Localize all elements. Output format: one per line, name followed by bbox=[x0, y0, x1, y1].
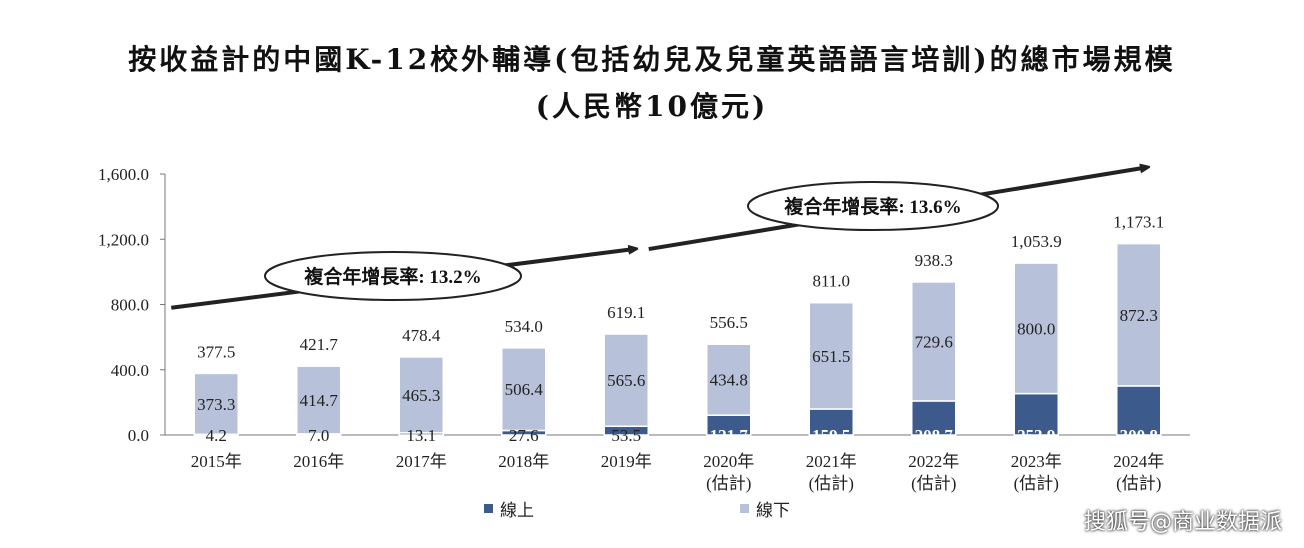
x-tick-label: 2018年 bbox=[498, 452, 549, 471]
y-tick-label: 1,600.0 bbox=[98, 165, 149, 184]
label-offline: 465.3 bbox=[402, 386, 440, 405]
label-total: 619.1 bbox=[607, 303, 645, 322]
x-tick-sublabel: (估計) bbox=[809, 474, 854, 493]
bar-offline bbox=[603, 333, 649, 428]
label-offline: 506.4 bbox=[505, 380, 544, 399]
x-tick-label: 2022年 bbox=[908, 452, 959, 471]
bar-offline bbox=[808, 301, 854, 410]
cagr-ellipse-2 bbox=[747, 181, 999, 231]
label-online: 53.5 bbox=[611, 426, 641, 445]
x-tick-sublabel: (估計) bbox=[1014, 474, 1059, 493]
bar-online bbox=[1116, 385, 1162, 436]
y-tick-label: 1,200.0 bbox=[98, 230, 149, 249]
label-total: 377.5 bbox=[197, 342, 235, 361]
label-online: 121.7 bbox=[710, 426, 749, 445]
y-tick-label: 400.0 bbox=[111, 361, 149, 380]
x-tick-label: 2020年 bbox=[703, 452, 754, 471]
cagr-label-1: 複合年增長率: 13.2% bbox=[303, 265, 481, 288]
label-online: 7.0 bbox=[308, 426, 329, 445]
y-tick-label: 0.0 bbox=[128, 426, 149, 445]
label-total: 1,173.1 bbox=[1113, 213, 1164, 232]
data-labels: 373.3 4.2 377.5 2015年 414.7 7.0 421.7 2016年 465.… bbox=[191, 213, 1165, 493]
label-offline: 872.3 bbox=[1120, 306, 1158, 325]
bar-online bbox=[1013, 392, 1059, 436]
bar-offline bbox=[706, 343, 752, 416]
x-tick-label: 2015年 bbox=[191, 452, 242, 471]
label-total: 938.3 bbox=[915, 251, 953, 270]
label-offline: 414.7 bbox=[300, 391, 339, 410]
label-total: 556.5 bbox=[710, 313, 748, 332]
label-online: 300.8 bbox=[1120, 426, 1158, 445]
bar-offline bbox=[193, 372, 239, 436]
label-total: 421.7 bbox=[300, 335, 339, 354]
legend-swatch-offline bbox=[740, 504, 749, 513]
y-tick-label: 800.0 bbox=[111, 296, 149, 315]
label-offline: 800.0 bbox=[1017, 319, 1055, 338]
bar-offline bbox=[501, 347, 547, 432]
x-tick-label: 2019年 bbox=[601, 452, 652, 471]
bar-offline bbox=[398, 356, 444, 434]
x-tick-label: 2017年 bbox=[396, 452, 447, 471]
x-tick-sublabel: (估計) bbox=[706, 474, 751, 493]
bars bbox=[193, 242, 1162, 436]
label-offline: 434.8 bbox=[710, 371, 748, 390]
label-offline: 565.6 bbox=[607, 371, 645, 390]
label-online: 159.5 bbox=[812, 426, 850, 445]
x-tick-sublabel: (估計) bbox=[1116, 474, 1161, 493]
label-total: 534.0 bbox=[505, 317, 543, 336]
label-online: 208.7 bbox=[915, 426, 954, 445]
x-tick-label: 2016年 bbox=[293, 452, 344, 471]
x-tick-sublabel: (估計) bbox=[911, 474, 956, 493]
chart-title-line2: (人民幣10億元) bbox=[535, 90, 769, 123]
label-total: 811.0 bbox=[812, 272, 850, 291]
label-online: 27.6 bbox=[509, 426, 539, 445]
bar-offline bbox=[1013, 262, 1059, 395]
label-offline: 373.3 bbox=[197, 395, 235, 414]
watermark: 搜狐号@商业数据派 bbox=[1083, 510, 1282, 535]
x-tick-label: 2021年 bbox=[806, 452, 857, 471]
label-online: 13.1 bbox=[406, 426, 436, 445]
label-online: 253.9 bbox=[1017, 426, 1055, 445]
bar-offline bbox=[296, 365, 342, 435]
label-offline: 651.5 bbox=[812, 347, 850, 366]
x-tick-label: 2024年 bbox=[1113, 452, 1164, 471]
label-offline: 729.6 bbox=[915, 332, 953, 351]
bar-online bbox=[808, 408, 854, 436]
bar-offline bbox=[1116, 242, 1162, 387]
cagr-ellipse-1 bbox=[264, 251, 522, 301]
cagr-label-2: 複合年增長率: 13.6% bbox=[783, 195, 961, 218]
x-tick-label: 2023年 bbox=[1011, 452, 1062, 471]
legend-label-online: 線上 bbox=[500, 501, 534, 520]
legend: 線上 線下 bbox=[484, 501, 790, 520]
cagr-annotations: 複合年增長率: 13.2% 複合年增長率: 13.6% bbox=[170, 167, 1146, 310]
chart-title-line1: 按收益計的中國K-12校外輔導(包括幼兒及兒童英語語言培訓)的總市場規模 bbox=[128, 43, 1176, 76]
label-online: 4.2 bbox=[206, 426, 227, 445]
bar-offline bbox=[911, 281, 957, 402]
label-total: 1,053.9 bbox=[1011, 232, 1062, 251]
legend-swatch-online bbox=[484, 504, 493, 513]
label-total: 478.4 bbox=[402, 326, 441, 345]
legend-label-offline: 線下 bbox=[756, 501, 790, 520]
axes: 0.0 400.0 800.0 1,200.0 1,600.0 bbox=[98, 165, 1190, 445]
